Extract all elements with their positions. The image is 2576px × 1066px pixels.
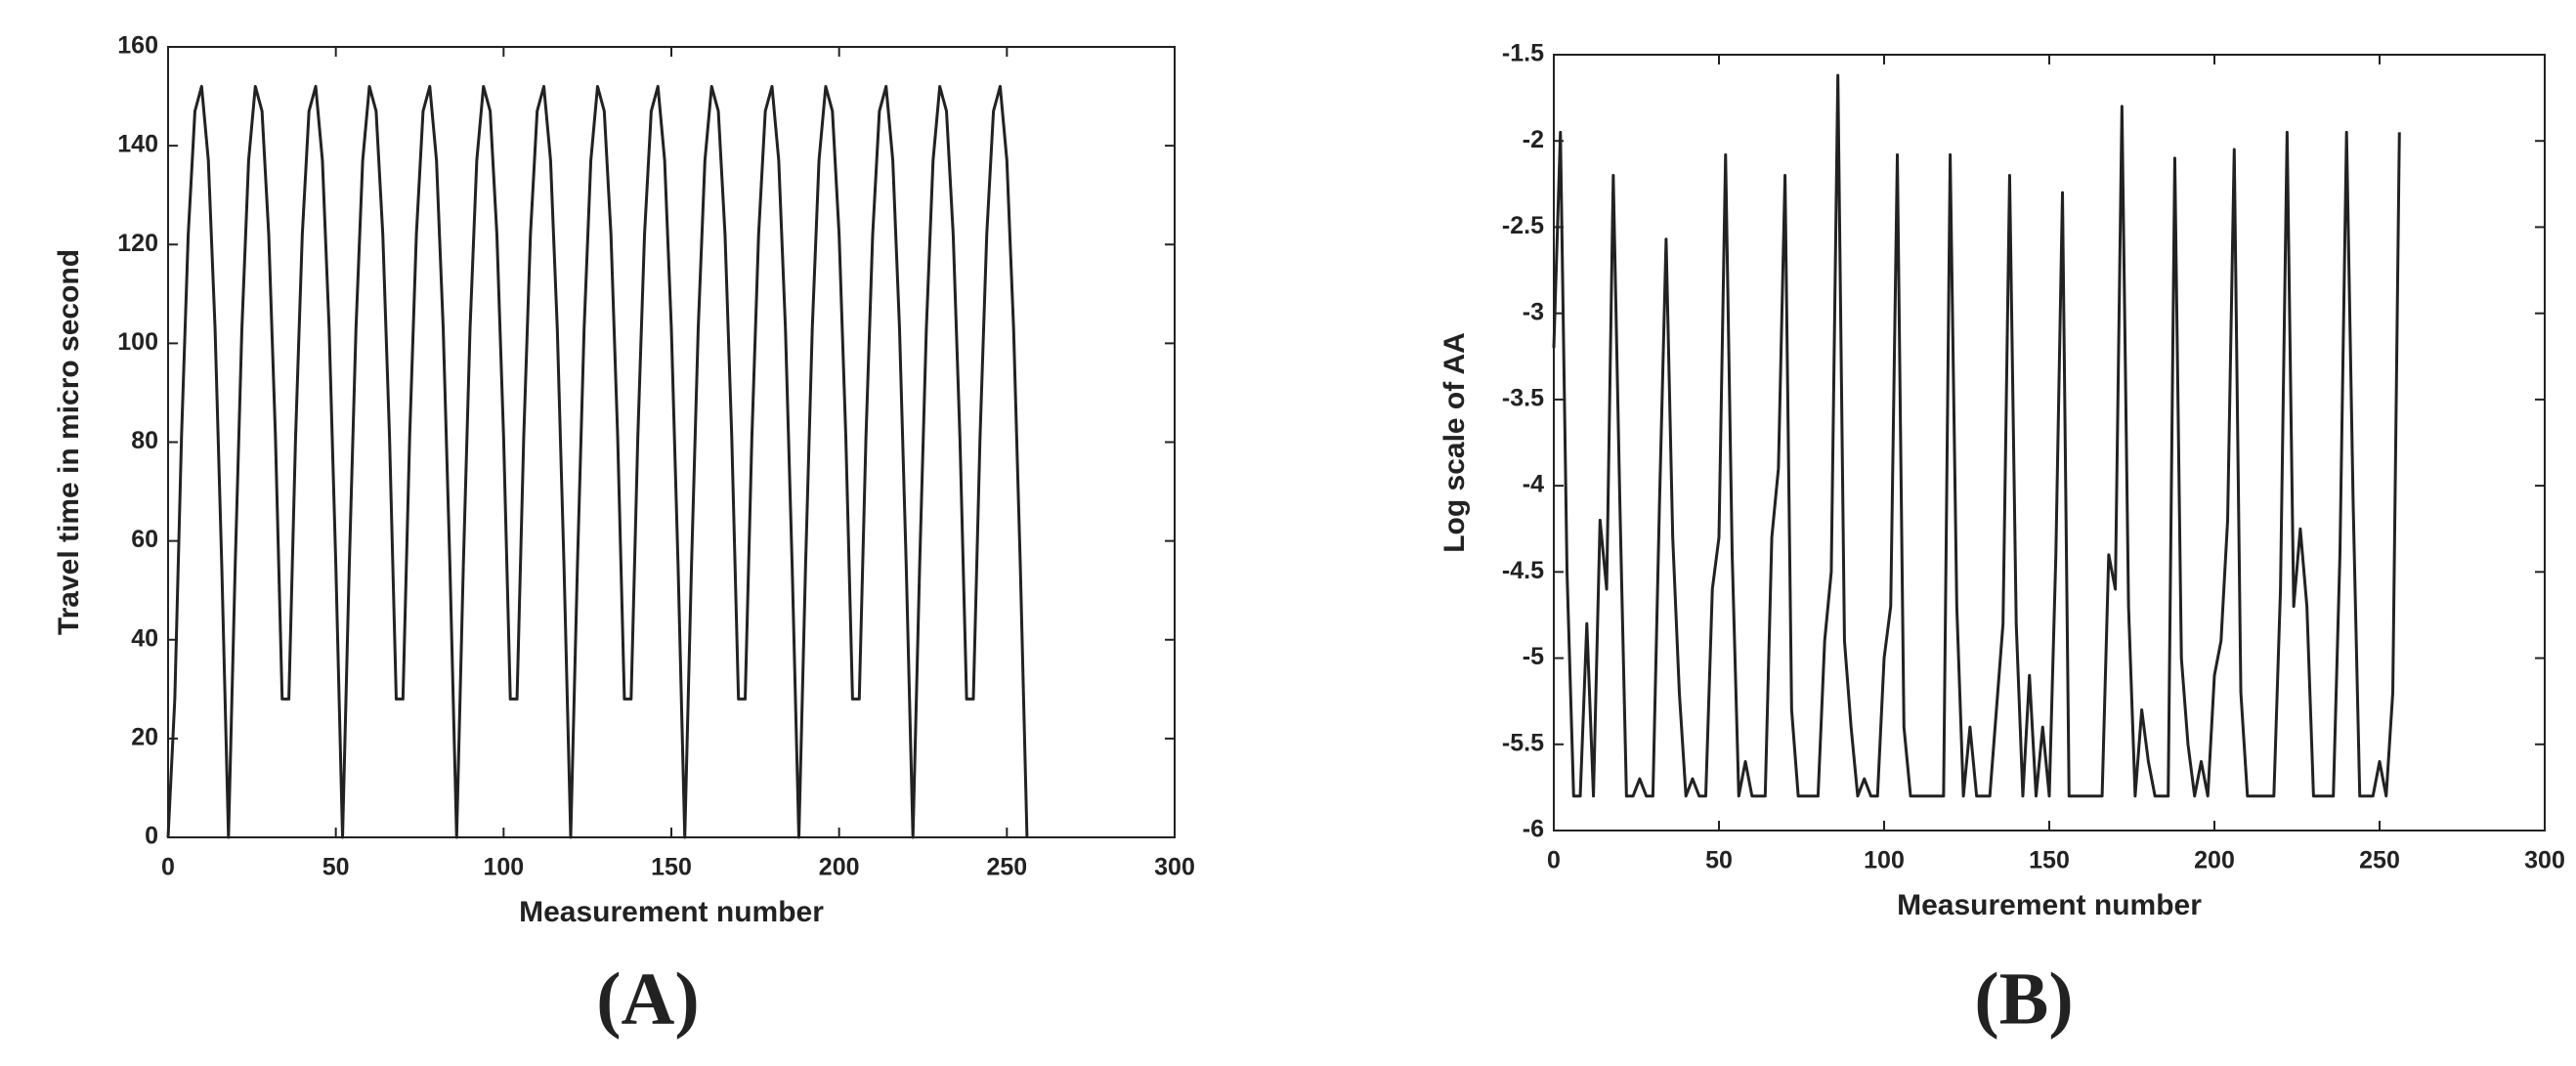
y-tick-label: -4.5 bbox=[1502, 557, 1544, 584]
y-tick-label: 160 bbox=[117, 32, 158, 60]
y-tick-label: -2.5 bbox=[1502, 212, 1544, 239]
x-tick-label: 150 bbox=[2029, 847, 2070, 874]
y-tick-label: -5 bbox=[1523, 643, 1544, 670]
y-tick-label: 140 bbox=[117, 131, 158, 158]
y-tick-label: 80 bbox=[131, 427, 158, 454]
y-tick-label: -6 bbox=[1523, 816, 1544, 843]
x-tick-label: 0 bbox=[1547, 847, 1561, 874]
panel-label: (B) bbox=[1974, 958, 2073, 1040]
x-axis-title: Measurement number bbox=[519, 896, 824, 928]
x-tick-label: 200 bbox=[819, 854, 860, 881]
x-tick-label: 300 bbox=[1154, 854, 1195, 881]
y-axis-title: Log scale of AA bbox=[1438, 332, 1471, 553]
panel-label: (A) bbox=[596, 958, 700, 1040]
y-tick-label: -3.5 bbox=[1502, 384, 1544, 411]
x-tick-label: 50 bbox=[1705, 847, 1733, 874]
y-tick-label: -4 bbox=[1523, 471, 1544, 498]
x-tick-label: 100 bbox=[1864, 847, 1905, 874]
y-tick-label: 100 bbox=[117, 328, 158, 356]
y-tick-label: -2 bbox=[1523, 126, 1544, 153]
x-tick-label: 200 bbox=[2194, 847, 2235, 874]
x-tick-label: 300 bbox=[2524, 847, 2565, 874]
y-axis-title: Travel time in micro second bbox=[53, 249, 85, 635]
y-tick-label: 40 bbox=[131, 624, 158, 652]
x-tick-label: 150 bbox=[651, 854, 692, 881]
y-tick-label: 120 bbox=[117, 230, 158, 257]
data-line bbox=[1552, 73, 2401, 798]
x-tick-label: 250 bbox=[986, 854, 1027, 881]
y-tick-label: 60 bbox=[131, 526, 158, 553]
x-tick-label: 100 bbox=[483, 854, 524, 881]
x-axis-title: Measurement number bbox=[1897, 889, 2202, 921]
y-tick-label: -1.5 bbox=[1502, 40, 1544, 67]
x-tick-label: 0 bbox=[161, 854, 175, 881]
data-line bbox=[166, 84, 1029, 839]
x-tick-label: 250 bbox=[2359, 847, 2400, 874]
plot-area bbox=[1554, 55, 2545, 831]
y-tick-label: 0 bbox=[145, 823, 158, 850]
y-tick-label: 20 bbox=[131, 723, 158, 750]
x-tick-label: 50 bbox=[322, 854, 350, 881]
y-tick-label: -5.5 bbox=[1502, 729, 1544, 756]
y-tick-label: -3 bbox=[1523, 298, 1544, 325]
